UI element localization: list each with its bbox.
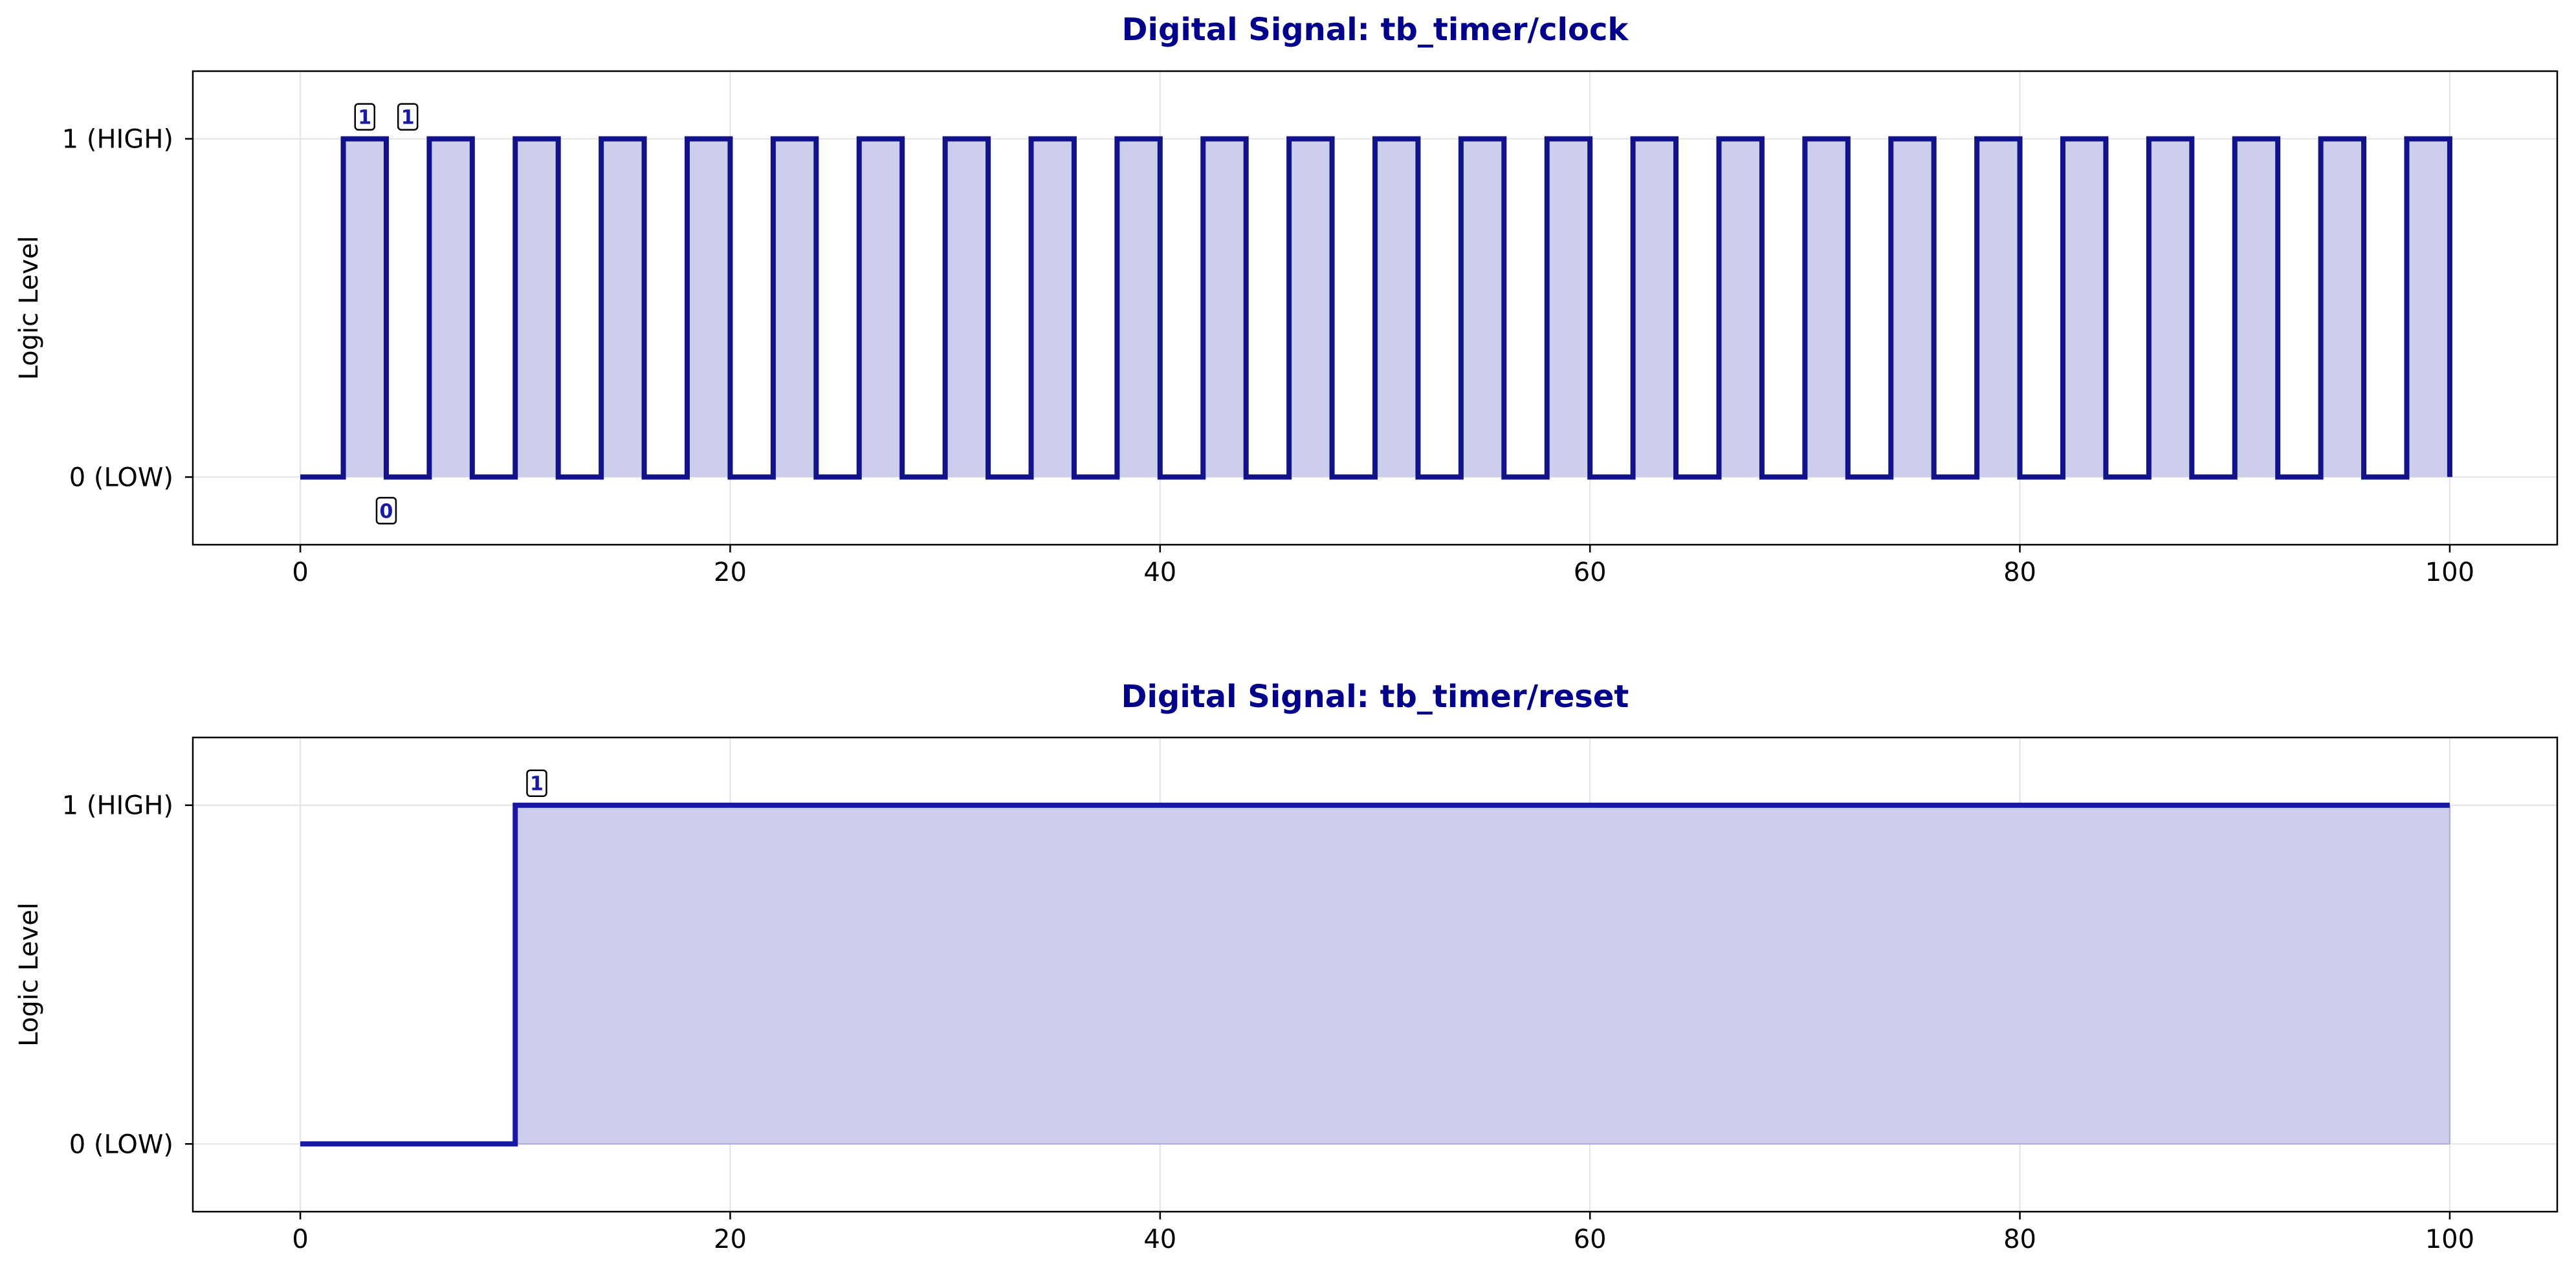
x-tick-label: 100: [2425, 558, 2474, 587]
high-fill-area: [2148, 138, 2192, 477]
axes-frame: [192, 736, 2559, 1213]
x-tick-label: 0: [292, 558, 308, 587]
y-axis-label: Logic Level: [14, 236, 44, 380]
x-tick-label: 60: [1574, 1225, 1607, 1254]
y-axis-label: Logic Level: [14, 902, 44, 1047]
high-fill-area: [601, 138, 644, 477]
y-tick-label: 0 (LOW): [69, 1130, 173, 1159]
annotation-text: 1: [530, 773, 544, 796]
chart-panel-1: 0 20 40 60 80 100 0 (LOW) 1 (HIGH) Digital Signa…: [14, 12, 2559, 587]
annotation-label: 0: [375, 497, 397, 525]
high-fill-area: [1460, 138, 1504, 477]
high-fill-area: [1117, 138, 1160, 477]
x-tick-label: 40: [1143, 558, 1176, 587]
x-tick-label: 80: [2003, 558, 2036, 587]
x-tick-label: 100: [2425, 1225, 2474, 1254]
high-fill-area: [1891, 138, 1934, 477]
high-fill-area: [1805, 138, 1848, 477]
x-tick-label: 80: [2003, 1225, 2036, 1254]
high-fill-area: [1289, 138, 1332, 477]
annotation-box: [526, 769, 547, 797]
y-tick-label: 1 (HIGH): [62, 791, 173, 821]
high-fill-area: [515, 138, 558, 477]
high-fill-area: [2406, 138, 2450, 477]
chart-title: Digital Signal: tb_timer/clock: [1122, 12, 1629, 48]
high-fill-area: [1203, 138, 1246, 477]
high-fill-area: [2320, 138, 2364, 477]
x-tick-label: 20: [714, 1225, 747, 1254]
high-fill-area: [2062, 138, 2106, 477]
x-tick-label: 20: [714, 558, 747, 587]
high-fill-area: [945, 138, 989, 477]
signal-line: [300, 136, 2452, 480]
annotation-box: [354, 103, 375, 131]
x-tick-label: 0: [292, 1225, 308, 1254]
high-fill-area: [1719, 138, 1762, 477]
annotation-label: 1: [397, 103, 419, 131]
annotation-text: 1: [358, 107, 371, 129]
high-fill-area: [859, 138, 903, 477]
annotation-text: 0: [380, 500, 393, 523]
high-fill-area: [1977, 138, 2020, 477]
high-fill-area: [773, 138, 817, 477]
high-fill-area: [1547, 138, 1591, 477]
high-fill-area: [343, 138, 386, 477]
high-fill-area: [429, 138, 472, 477]
annotation-text: 1: [401, 107, 415, 129]
annotation-label: 1: [354, 103, 375, 131]
x-tick-label: 60: [1574, 558, 1607, 587]
axes-frame: [192, 70, 2559, 546]
high-fill-area: [687, 138, 731, 477]
y-tick-label: 0 (LOW): [69, 463, 173, 492]
high-fill-area: [1633, 138, 1677, 477]
chart-title: Digital Signal: tb_timer/reset: [1121, 679, 1629, 715]
annotation-box: [397, 103, 419, 131]
annotation-box: [375, 497, 397, 525]
high-fill-area: [1031, 138, 1074, 477]
high-fill-area: [1375, 138, 1418, 477]
y-tick-label: 1 (HIGH): [62, 125, 173, 155]
signal-line: [300, 802, 2450, 1147]
high-fill-area: [2234, 138, 2278, 477]
annotation-label: 1: [526, 769, 547, 797]
high-fill-area: [515, 805, 2450, 1144]
x-tick-label: 40: [1143, 1225, 1176, 1254]
chart-panel-2: 0 20 40 60 80 100 0 (LOW) 1 (HIGH) Digital Signa…: [14, 679, 2559, 1254]
